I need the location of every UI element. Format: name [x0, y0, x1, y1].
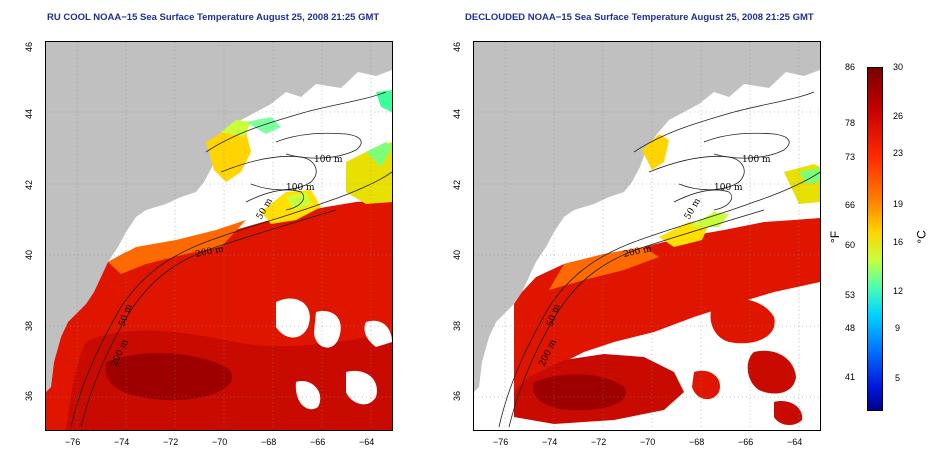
x-tick-label: −68 [689, 437, 705, 447]
fahrenheit-unit-label: °F [828, 230, 843, 244]
x-tick-label: −70 [640, 437, 656, 447]
fahrenheit-tick: 66 [845, 200, 856, 210]
sst-map-right: 100 m 100 m 50 m 200 m 50 m 200 m [474, 42, 820, 430]
map-left: 100 m 100 m 50 m 200 m 50 m 200 m [45, 41, 393, 431]
y-tick-label: 46 [452, 41, 463, 53]
contour-label: 100 m [314, 155, 343, 165]
celsius-tick: 23 [893, 148, 904, 158]
sst-map-left: 100 m 100 m 50 m 200 m 50 m 200 m [46, 42, 392, 430]
x-tick-label: −70 [212, 437, 228, 447]
graticule-left [46, 42, 392, 430]
fahrenheit-tick: 60 [845, 240, 856, 250]
x-tick-label: −74 [114, 437, 130, 447]
panel-title-right: DECLOUDED NOAA−15 Sea Surface Temperatur… [465, 12, 814, 23]
land-right [474, 42, 820, 392]
y-tick-label: 42 [24, 179, 35, 191]
contour-label: 50 m [683, 196, 703, 221]
panel-title-left: RU COOL NOAA−15 Sea Surface Temperature … [47, 12, 380, 23]
x-tick-label: −66 [738, 437, 754, 447]
fahrenheit-tick: 48 [845, 323, 856, 333]
x-tick-label: −74 [542, 437, 558, 447]
celsius-tick: 30 [893, 62, 904, 72]
x-tick-label: −66 [310, 437, 326, 447]
celsius-tick: 12 [893, 286, 904, 296]
fahrenheit-tick: 86 [845, 62, 856, 72]
y-tick-label: 36 [452, 390, 463, 402]
y-tick-label: 38 [24, 320, 35, 332]
y-tick-label: 44 [452, 108, 463, 120]
x-tick-label: −64 [359, 437, 375, 447]
y-tick-label: 42 [452, 179, 463, 191]
x-tick-label: −64 [787, 437, 803, 447]
graticule-right [474, 42, 820, 430]
contour-label: 100 m [742, 155, 771, 165]
celsius-tick: 26 [893, 111, 904, 121]
fahrenheit-tick: 41 [845, 372, 856, 382]
y-tick-label: 40 [452, 249, 463, 261]
x-tick-label: −72 [163, 437, 179, 447]
bathymetry-contours-right [498, 91, 820, 428]
x-tick-label: −72 [591, 437, 607, 447]
contour-label: 100 m [714, 183, 743, 193]
sst-cool-patch-right [642, 134, 669, 170]
fahrenheit-tick: 78 [845, 118, 856, 128]
x-tick-label: −76 [493, 437, 509, 447]
y-tick-label: 44 [24, 108, 35, 120]
land-left [46, 42, 392, 392]
map-right: 100 m 100 m 50 m 200 m 50 m 200 m [473, 41, 821, 431]
celsius-unit-label: °C [914, 230, 929, 244]
celsius-tick: 5 [895, 373, 901, 383]
celsius-tick: 16 [893, 237, 904, 247]
y-tick-label: 46 [24, 41, 35, 53]
bathymetry-contours-left [70, 91, 392, 428]
celsius-tick: 19 [893, 199, 904, 209]
temperature-colorbar [867, 67, 883, 411]
x-tick-label: −76 [65, 437, 81, 447]
y-tick-label: 40 [24, 249, 35, 261]
fahrenheit-tick: 53 [845, 290, 856, 300]
y-tick-label: 38 [452, 320, 463, 332]
contour-label: 100 m [286, 183, 315, 193]
sst-cool-patch-left [206, 127, 251, 182]
x-tick-label: −68 [261, 437, 277, 447]
celsius-tick: 9 [895, 323, 901, 333]
y-tick-label: 36 [24, 390, 35, 402]
fahrenheit-tick: 73 [845, 152, 856, 162]
